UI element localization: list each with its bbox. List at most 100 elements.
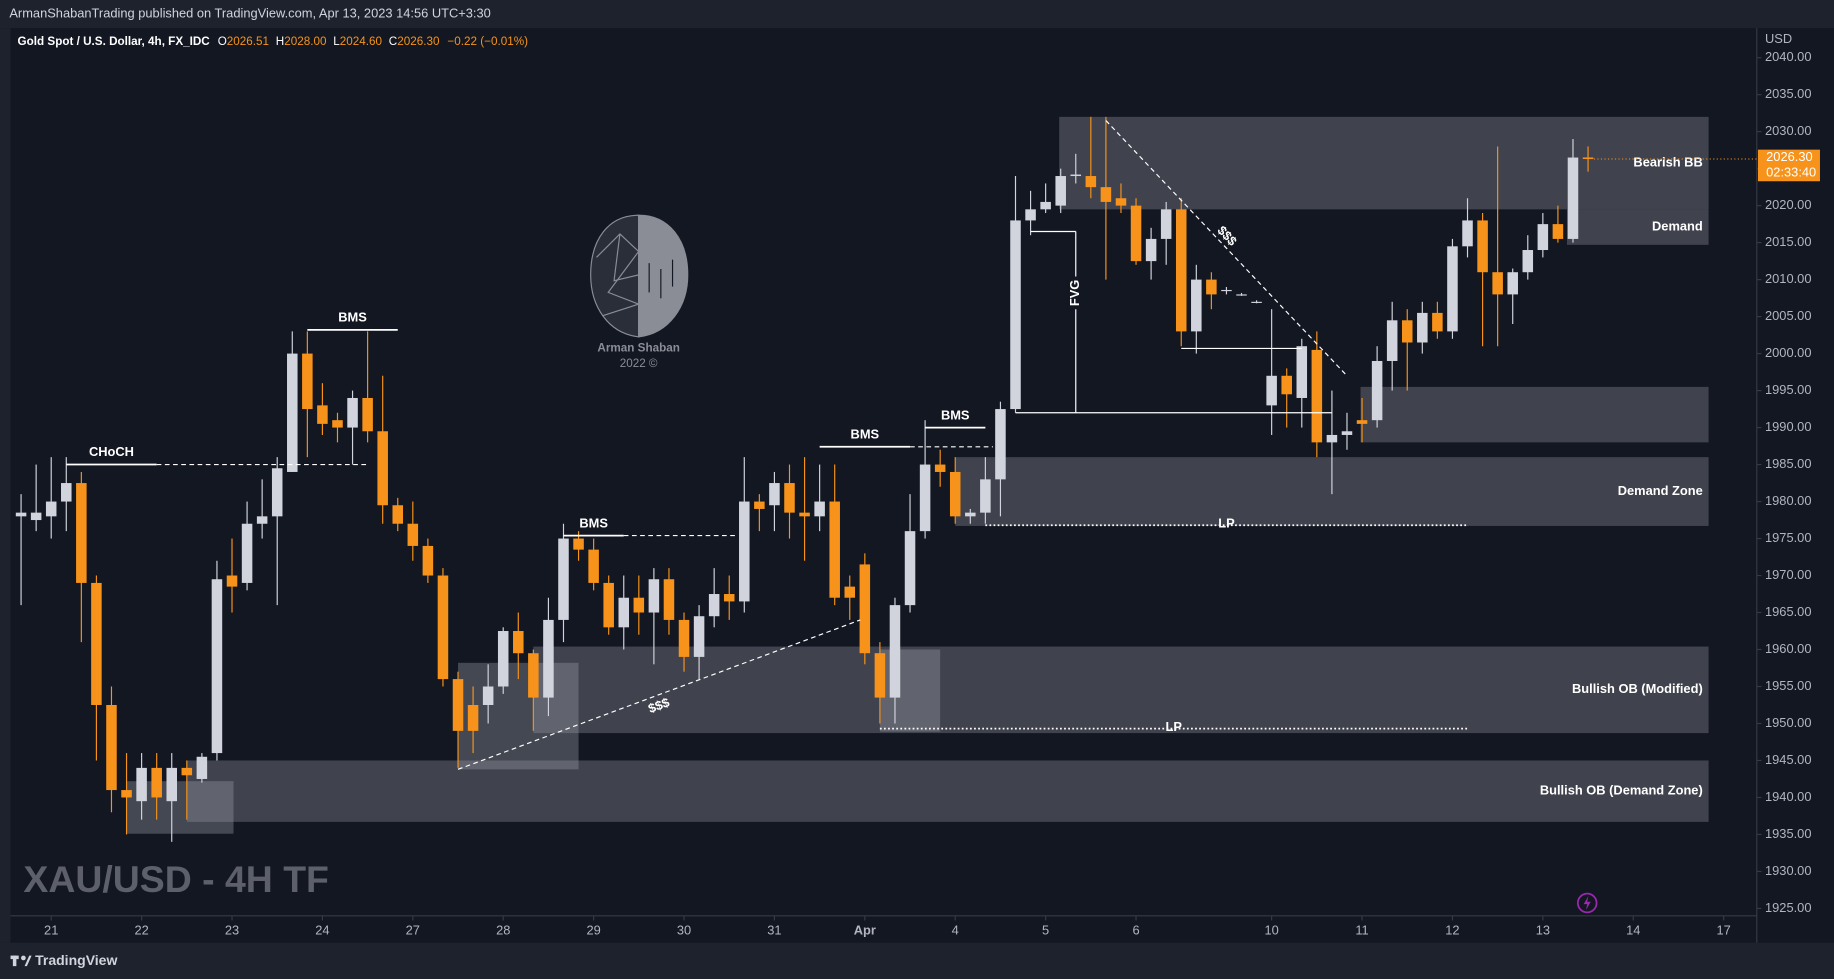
candle-body	[1221, 289, 1232, 292]
candle-body	[497, 631, 509, 687]
candle-body	[1386, 320, 1398, 361]
published-note: ArmanShabanTrading published on TradingV…	[9, 5, 490, 20]
candle-body	[362, 397, 373, 432]
axes: 1925.00 1930.00 1935.00 1940.00 1945.00 1950.…	[44, 49, 1820, 937]
candle-body	[678, 619, 690, 657]
candle-body	[513, 631, 524, 654]
candle-body	[844, 586, 856, 598]
candle-body	[1582, 157, 1594, 160]
candle-body	[980, 479, 991, 513]
y-tick-label: 1970.00	[1765, 567, 1811, 582]
candle-body	[1311, 349, 1323, 443]
x-tick-label: 6	[1132, 922, 1139, 937]
candle-body	[1281, 375, 1292, 395]
candle-body	[1552, 224, 1564, 239]
y-tick-label: 2020.00	[1765, 197, 1811, 212]
liquidity-label: LP	[1218, 515, 1235, 530]
candle-body	[166, 767, 178, 802]
candle-body	[452, 679, 464, 731]
candle-body	[558, 538, 569, 620]
legend-key: L	[333, 35, 340, 48]
level-label: BMS	[579, 515, 608, 530]
candle-body	[106, 704, 117, 791]
candle-body	[1206, 279, 1217, 295]
level-label: BMS	[338, 310, 367, 325]
fvg-label: FVG	[1067, 280, 1082, 306]
y-tick-label: 1945.00	[1765, 752, 1811, 767]
y-tick-label: 1960.00	[1765, 641, 1811, 656]
candle-body	[1341, 431, 1353, 435]
candle-body	[648, 579, 660, 613]
candle-body	[829, 501, 840, 598]
candle-body	[1401, 320, 1413, 343]
y-tick-label: 2005.00	[1765, 308, 1811, 323]
candle-body	[1296, 346, 1308, 398]
top-bar	[0, 0, 1834, 29]
y-tick-label: 1940.00	[1765, 789, 1811, 804]
candle-body	[1251, 301, 1262, 303]
legend-value: 2026.51	[227, 35, 269, 48]
y-tick-label: 1925.00	[1765, 900, 1811, 915]
candle-body	[739, 501, 750, 602]
candle-body	[1567, 157, 1579, 239]
candle-body	[995, 409, 1006, 480]
x-tick-label: 13	[1536, 922, 1550, 937]
candle-body	[965, 512, 976, 517]
liquidity-trend-label: $$$	[646, 695, 671, 717]
candle-body	[528, 653, 539, 698]
candle-body	[1100, 187, 1112, 202]
candle-body	[467, 704, 479, 731]
candle-body	[1191, 279, 1202, 332]
candle-body	[1085, 176, 1097, 188]
candle-body	[422, 545, 434, 576]
candle-body	[1522, 250, 1534, 273]
y-tick-label: 2000.00	[1765, 345, 1811, 360]
y-tick-label: 1955.00	[1765, 678, 1811, 693]
candle-body	[61, 483, 72, 502]
legend-key: O	[218, 35, 227, 48]
x-tick-label: 31	[767, 922, 781, 937]
candle-body	[256, 516, 268, 524]
candle-body	[889, 605, 901, 698]
zone-label: Bullish OB (Demand Zone)	[1540, 783, 1703, 798]
candle-body	[1432, 312, 1443, 332]
price-tag-label: 2026.30	[1766, 149, 1812, 164]
level-label: BMS	[941, 407, 970, 422]
candle-body	[136, 767, 147, 802]
logo-year: 2022 ©	[620, 357, 658, 370]
candle-body	[723, 594, 735, 602]
price-tag-countdown: 02:33:40	[1766, 164, 1816, 179]
x-tick-label: 4	[952, 922, 959, 937]
candle-body	[45, 501, 57, 517]
candle-body	[919, 464, 931, 532]
candle-body	[15, 512, 27, 517]
candle-body	[693, 616, 705, 657]
level-label: BMS	[851, 426, 880, 441]
candle-body	[949, 471, 961, 517]
liquidity-trendline	[1105, 120, 1348, 377]
candle-body	[1055, 176, 1066, 206]
x-tick-label: 17	[1716, 922, 1730, 937]
x-tick-label: 10	[1264, 922, 1278, 937]
zone-label: Demand Zone	[1618, 483, 1703, 498]
logo	[590, 214, 689, 338]
legend-key: C	[389, 35, 397, 48]
y-tick-label: 2010.00	[1765, 271, 1811, 286]
level-label: CHoCH	[89, 444, 134, 459]
candle-body	[226, 575, 238, 587]
x-tick-label: 22	[134, 922, 148, 937]
x-tick-label: 24	[315, 922, 329, 937]
alert-bolt	[1583, 895, 1591, 910]
candle-body	[784, 483, 795, 513]
alert-icon[interactable]	[1576, 892, 1598, 914]
x-tick-label: 5	[1042, 922, 1049, 937]
candle-body	[1115, 198, 1127, 206]
candle-body	[271, 468, 283, 517]
candle-body	[814, 501, 825, 517]
watermark: XAU/USD - 4H TF	[23, 858, 329, 900]
zone-label: Demand	[1652, 218, 1703, 233]
candle-body	[1145, 238, 1157, 262]
y-tick-label: 1980.00	[1765, 493, 1811, 508]
